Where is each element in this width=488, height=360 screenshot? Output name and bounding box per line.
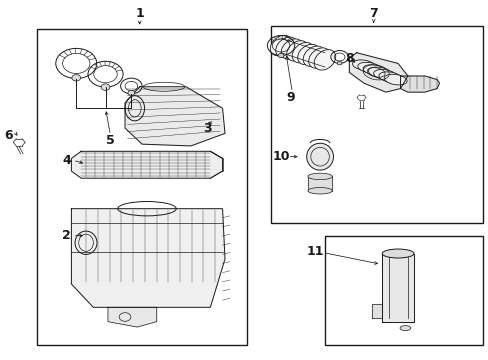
- Ellipse shape: [399, 325, 410, 330]
- Ellipse shape: [378, 72, 401, 82]
- Text: 10: 10: [272, 150, 289, 163]
- Text: 8: 8: [345, 51, 353, 64]
- Ellipse shape: [367, 67, 390, 78]
- Ellipse shape: [270, 35, 291, 56]
- Ellipse shape: [308, 48, 329, 68]
- Polygon shape: [307, 176, 331, 191]
- Polygon shape: [382, 253, 413, 321]
- Polygon shape: [71, 209, 224, 307]
- Ellipse shape: [275, 37, 297, 58]
- Polygon shape: [372, 304, 382, 318]
- Text: 9: 9: [286, 91, 295, 104]
- Ellipse shape: [307, 173, 331, 180]
- Ellipse shape: [297, 44, 319, 65]
- Circle shape: [278, 53, 284, 58]
- Ellipse shape: [292, 42, 313, 63]
- Polygon shape: [71, 151, 222, 178]
- Ellipse shape: [313, 50, 335, 70]
- Text: 4: 4: [62, 154, 71, 167]
- Ellipse shape: [373, 69, 396, 80]
- Polygon shape: [125, 87, 224, 146]
- Circle shape: [101, 84, 110, 90]
- Bar: [325, 235, 483, 345]
- Ellipse shape: [357, 62, 380, 73]
- Text: 2: 2: [62, 229, 71, 242]
- Ellipse shape: [382, 249, 413, 258]
- Polygon shape: [108, 307, 157, 327]
- Text: 7: 7: [368, 7, 377, 20]
- Ellipse shape: [303, 46, 324, 67]
- Bar: [37, 30, 246, 345]
- Ellipse shape: [286, 41, 307, 61]
- Bar: [271, 26, 483, 223]
- Ellipse shape: [307, 188, 331, 194]
- Text: 1: 1: [135, 7, 144, 20]
- Polygon shape: [348, 53, 407, 92]
- Ellipse shape: [352, 60, 375, 71]
- Circle shape: [336, 61, 341, 65]
- Text: 11: 11: [306, 245, 323, 258]
- Ellipse shape: [384, 74, 407, 85]
- Ellipse shape: [363, 65, 385, 75]
- Text: 6: 6: [5, 129, 13, 142]
- Text: 5: 5: [106, 134, 115, 147]
- Circle shape: [72, 75, 81, 81]
- Ellipse shape: [281, 39, 302, 59]
- Text: 3: 3: [203, 122, 212, 135]
- Polygon shape: [400, 76, 439, 92]
- Ellipse shape: [306, 143, 333, 170]
- Circle shape: [128, 90, 135, 95]
